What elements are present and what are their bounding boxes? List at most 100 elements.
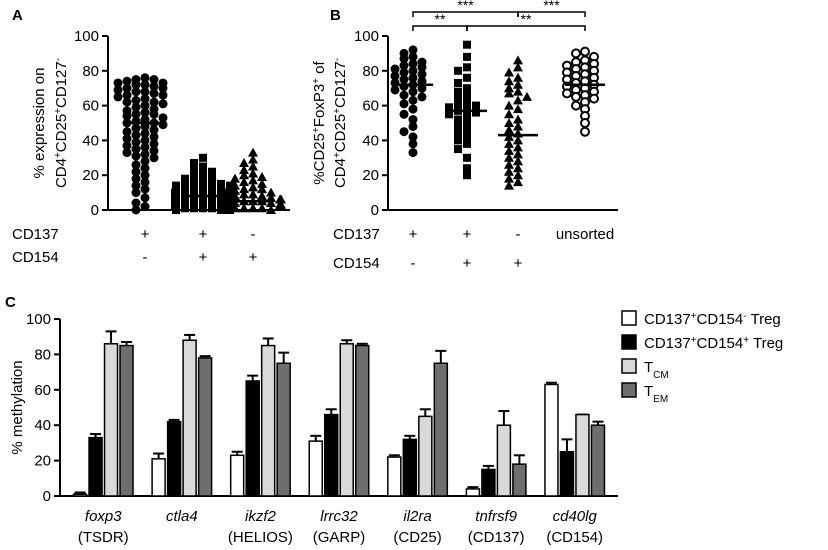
data-point <box>140 177 150 187</box>
data-point <box>172 206 180 214</box>
data-point <box>190 159 198 168</box>
data-point <box>131 160 141 170</box>
data-point <box>199 176 207 185</box>
data-point <box>513 95 523 105</box>
data-point <box>131 174 141 184</box>
data-point <box>513 135 523 145</box>
data-point <box>463 84 471 93</box>
significance-label: *** <box>457 0 474 13</box>
data-point <box>513 121 523 131</box>
panel-label-a: A <box>12 7 23 24</box>
data-point <box>248 182 258 192</box>
bar <box>260 344 276 497</box>
data-point <box>463 73 471 82</box>
data-point <box>113 78 123 88</box>
data-point <box>399 90 409 100</box>
data-point <box>149 139 159 149</box>
data-point <box>454 122 462 131</box>
y-tick-label: 60 <box>82 98 99 115</box>
y-tick-label: 60 <box>362 98 379 115</box>
protein-label: (TSDR) <box>78 529 129 546</box>
data-point <box>513 142 523 152</box>
data-point <box>417 92 427 102</box>
bar <box>433 362 449 497</box>
data-point <box>122 111 132 121</box>
data-point <box>149 81 159 91</box>
data-point <box>239 203 249 213</box>
data-point <box>181 197 189 206</box>
cd137-sign: + <box>463 226 472 243</box>
data-point <box>408 59 418 69</box>
bar <box>544 383 559 497</box>
data-point <box>131 205 141 215</box>
data-point <box>131 80 141 90</box>
data-point <box>408 52 418 62</box>
data-point <box>266 187 276 197</box>
protein-label: (GARP) <box>313 529 366 546</box>
legend-label: CD137+CD154- Treg <box>644 311 781 329</box>
data-point <box>463 153 471 162</box>
data-point <box>190 171 198 180</box>
y-tick-label: 60 <box>34 382 51 399</box>
data-point <box>140 202 150 212</box>
data-point <box>230 203 240 213</box>
data-point <box>199 169 207 178</box>
data-point <box>472 108 480 117</box>
data-point <box>199 162 207 171</box>
panel-b-scatter: 0 20 40 60 80 100 %CD25+FoxP3+ ofCD4+CD25+CD12… <box>311 0 618 272</box>
y-axis-title-line2: CD4+CD25+CD127- <box>53 58 71 188</box>
data-point <box>504 83 514 93</box>
data-point <box>122 76 132 86</box>
data-point <box>390 85 400 95</box>
data-point <box>408 132 418 142</box>
data-point <box>140 108 150 118</box>
y-tick-label: 40 <box>82 132 99 149</box>
data-point <box>122 127 132 137</box>
bar <box>245 380 260 497</box>
y-axis-title-line2: CD4+CD25+CD127- <box>332 58 350 188</box>
data-point <box>463 52 471 61</box>
bar <box>512 463 527 497</box>
data-point <box>257 184 267 194</box>
significance-label: ** <box>521 11 532 27</box>
y-axis-title-line1: %CD25+FoxP3+ of <box>311 60 329 184</box>
data-point <box>513 149 523 159</box>
row-label-cd137: CD137 <box>333 226 380 243</box>
data-point <box>122 134 132 144</box>
data-point <box>463 119 471 127</box>
data-point <box>158 90 168 100</box>
row-label-cd154: CD154 <box>333 255 380 272</box>
data-point <box>140 142 150 152</box>
data-point <box>463 105 471 114</box>
data-point <box>257 191 267 201</box>
data-point <box>408 66 418 76</box>
data-point <box>562 88 572 99</box>
data-point <box>399 54 409 64</box>
data-point <box>454 78 462 87</box>
data-point <box>408 139 418 149</box>
data-point <box>122 148 132 158</box>
legend-swatch <box>621 310 637 326</box>
data-point <box>122 141 132 151</box>
data-point <box>149 75 159 84</box>
data-point <box>463 132 471 141</box>
data-point <box>208 167 216 176</box>
data-point <box>445 110 453 119</box>
data-point <box>239 170 249 180</box>
cd154-sign: + <box>463 255 472 272</box>
data-point <box>149 97 159 107</box>
data-point <box>266 192 276 202</box>
data-point <box>140 101 150 111</box>
data-point <box>140 94 150 104</box>
row-label-cd137: CD137 <box>12 226 59 243</box>
significance-label: ** <box>435 11 446 27</box>
data-point <box>248 161 258 171</box>
cd137-sign: - <box>516 226 521 243</box>
y-tick-label: 20 <box>34 453 51 470</box>
data-point <box>504 118 514 127</box>
gene-label: ctla4 <box>166 508 198 525</box>
data-point <box>131 123 141 133</box>
cd154-sign: + <box>249 249 258 266</box>
